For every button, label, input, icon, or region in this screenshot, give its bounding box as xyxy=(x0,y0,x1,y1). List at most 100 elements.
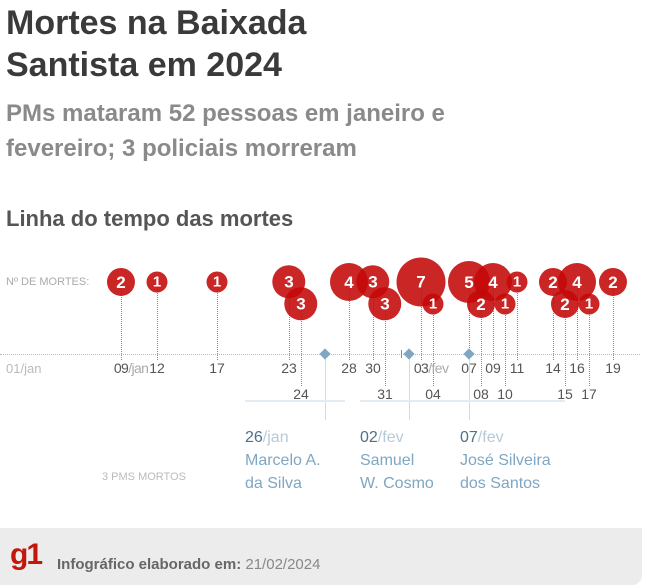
date-guide-line xyxy=(613,282,614,360)
death-bubble: 1 xyxy=(206,271,228,293)
section-title: Linha do tempo das mortes xyxy=(6,206,294,231)
death-bubble: 1 xyxy=(146,271,168,293)
month-separator xyxy=(401,350,402,358)
pm-date: 07 xyxy=(460,429,478,446)
date-guide-line xyxy=(589,304,590,386)
death-bubble: 3 xyxy=(284,287,318,321)
date-guide-line xyxy=(517,282,518,360)
date-day: 16 xyxy=(569,360,585,376)
date-day: 17 xyxy=(581,386,597,402)
pm-month: /fev xyxy=(477,429,504,446)
date-guide-line xyxy=(373,282,374,360)
date-day: 19 xyxy=(605,360,621,376)
death-bubble: 1 xyxy=(422,293,444,315)
pm-name: Samuel xyxy=(360,452,415,469)
date-label: 31 xyxy=(377,386,393,402)
date-day: 12 xyxy=(149,360,165,376)
date-day: 09 xyxy=(485,360,501,376)
date-label: 24 xyxy=(293,386,309,402)
date-day: 23 xyxy=(281,360,297,376)
pm-death-marker xyxy=(463,348,475,360)
date-guide-line xyxy=(553,282,554,360)
date-guide-line xyxy=(385,304,386,386)
date-day: 04 xyxy=(425,386,441,402)
date-guide-line xyxy=(289,282,290,360)
date-guide-line xyxy=(421,282,422,360)
pm-guide-line xyxy=(409,354,410,420)
date-guide-line xyxy=(565,304,566,386)
date-guide-line xyxy=(505,304,506,386)
pm-death-marker xyxy=(319,348,331,360)
death-bubble: 2 xyxy=(106,267,136,297)
date-label: 12 xyxy=(149,360,165,376)
pm-name-2: da Silva xyxy=(245,475,302,492)
footer-date: 21/02/2024 xyxy=(245,556,321,573)
date-label: 11 xyxy=(510,360,525,376)
pm-date: 02 xyxy=(360,429,378,446)
date-label: 16 xyxy=(569,360,585,376)
date-label: 15 xyxy=(557,386,573,402)
pm-date: 26 xyxy=(245,429,263,446)
pm-name-2: W. Cosmo xyxy=(360,475,434,492)
date-guide-line xyxy=(349,282,350,360)
pm-month: /fev xyxy=(377,429,404,446)
date-day: 11 xyxy=(509,360,525,376)
date-day: 28 xyxy=(341,360,357,376)
page-title: Mortes na Baixada Santista em 2024 xyxy=(6,4,307,84)
date-guide-line xyxy=(481,304,482,386)
date-day: 24 xyxy=(293,386,309,402)
subtitle: PMs mataram 52 pessoas em janeiro e feve… xyxy=(6,100,445,162)
date-day: 31 xyxy=(377,386,393,402)
death-bubble: 7 xyxy=(396,257,446,307)
date-month: /jan xyxy=(128,360,149,376)
date-day: 09 xyxy=(113,360,129,376)
date-label: 09 xyxy=(485,360,501,376)
death-bubble: 1 xyxy=(494,293,516,315)
pm-month: /jan xyxy=(262,429,289,446)
date-label: 30 xyxy=(365,360,381,376)
date-day: 10 xyxy=(497,386,513,402)
date-day: 03 xyxy=(413,360,429,376)
g1-logo: g1 xyxy=(10,538,43,571)
pm-death-annotation: 26/jan Marcelo A. da Silva xyxy=(245,400,345,495)
date-label: 17 xyxy=(581,386,597,402)
death-bubble: 1 xyxy=(506,271,528,293)
date-label: 19 xyxy=(605,360,621,376)
date-guide-line xyxy=(157,282,158,360)
date-label: 23 xyxy=(281,360,297,376)
date-guide-line xyxy=(577,282,578,360)
date-label: 14 xyxy=(545,360,561,376)
date-label: 10 xyxy=(497,386,513,402)
footer-text: Infográfico elaborado em: 21/02/2024 xyxy=(57,556,320,573)
pm-guide-line xyxy=(325,354,326,420)
date-guide-line xyxy=(121,282,122,360)
date-label: 17 xyxy=(209,360,225,376)
pm-death-annotation: 07/fev José Silveira dos Santos xyxy=(460,400,565,495)
date-label: 03/fev xyxy=(414,360,449,376)
footer-label: Infográfico elaborado em: xyxy=(57,556,242,573)
date-label: 04 xyxy=(425,386,441,402)
axis-start-label: 01/jan xyxy=(6,361,42,376)
date-day: 07 xyxy=(461,360,477,376)
date-guide-line xyxy=(469,282,470,360)
date-guide-line xyxy=(301,304,302,386)
date-day: 17 xyxy=(209,360,225,376)
date-day: 15 xyxy=(557,386,573,402)
date-guide-line xyxy=(217,282,218,360)
pm-name: Marcelo A. xyxy=(245,452,321,469)
date-label: 08 xyxy=(473,386,489,402)
date-day: 14 xyxy=(545,360,561,376)
pm-death-marker xyxy=(403,348,415,360)
date-label: 09/jan xyxy=(114,360,149,376)
pm-name: José Silveira xyxy=(460,452,551,469)
pm-name-2: dos Santos xyxy=(460,475,541,492)
date-guide-line xyxy=(493,282,494,360)
death-bubble: 1 xyxy=(578,293,600,315)
footer: g1 Infográfico elaborado em: 21/02/2024 xyxy=(0,528,642,585)
date-day: 08 xyxy=(473,386,489,402)
death-bubble: 3 xyxy=(368,287,402,321)
date-guide-line xyxy=(433,304,434,386)
y-axis-label: Nº DE MORTES: xyxy=(6,276,90,288)
pm-deaths-label: 3 PMS MORTOS xyxy=(102,471,186,483)
pm-death-annotation: 02/fev Samuel W. Cosmo xyxy=(360,400,460,495)
